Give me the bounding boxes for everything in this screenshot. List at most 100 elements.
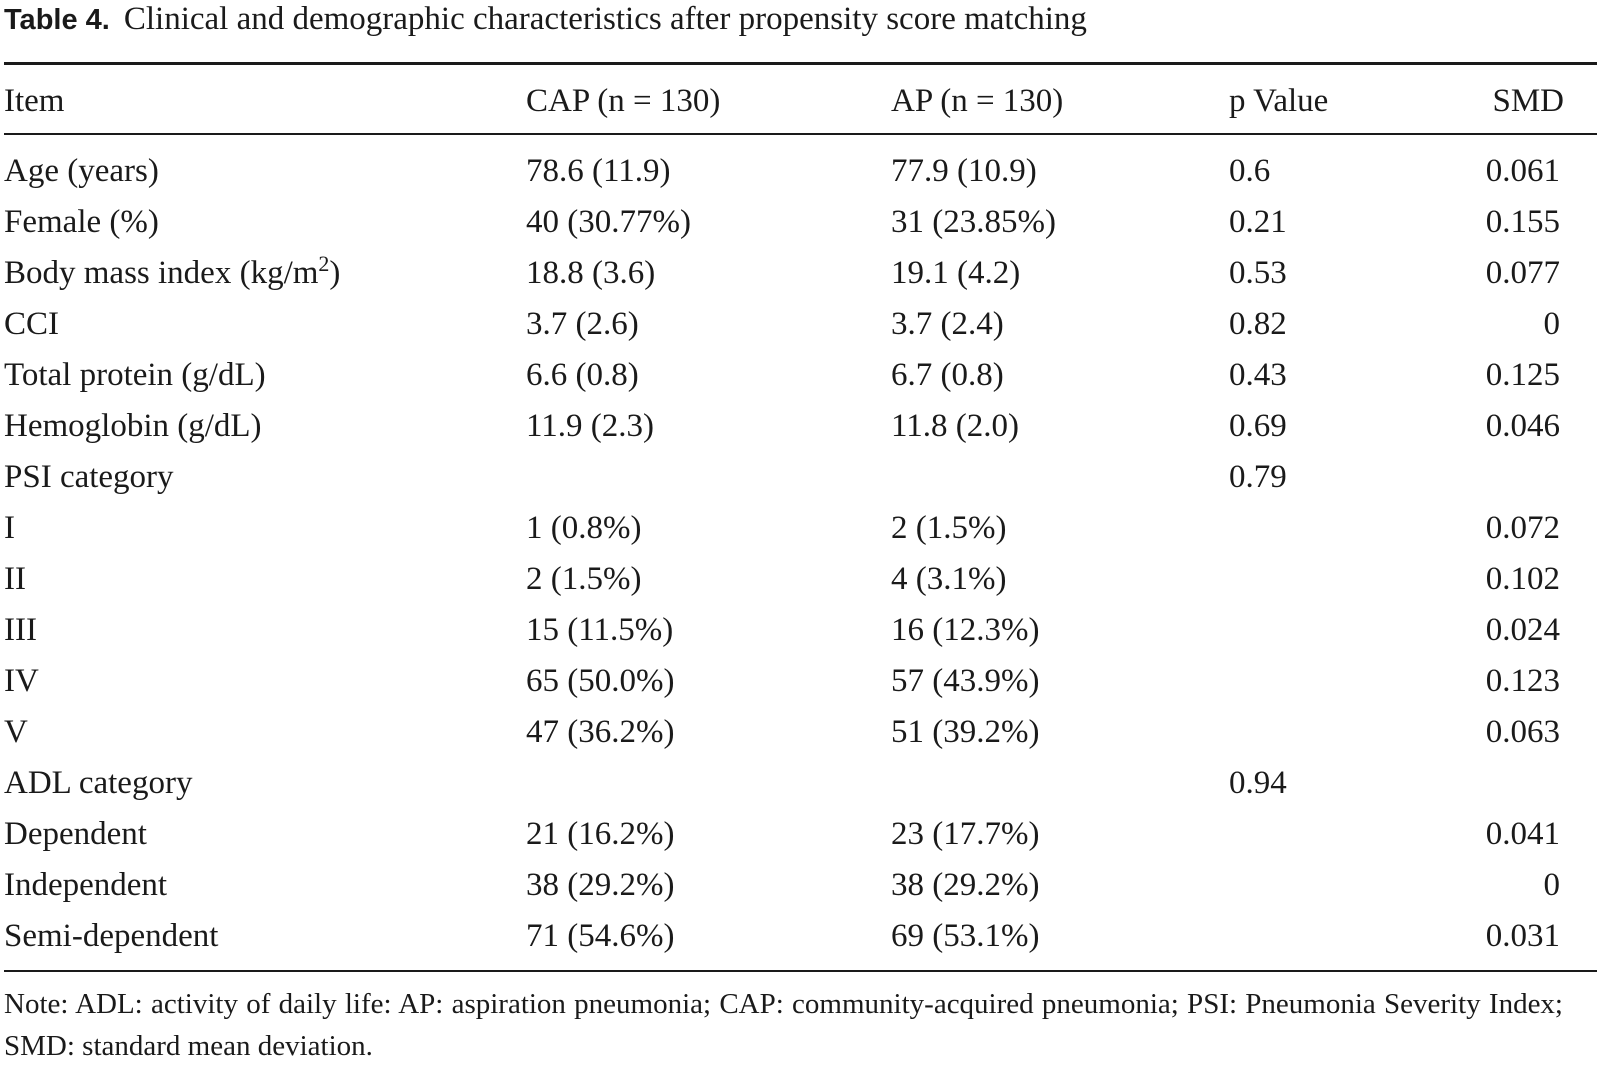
- cell-cap: 71 (54.6%): [526, 918, 675, 954]
- cell-p-value: 0.53: [1229, 255, 1287, 291]
- cell-smd: 0.046: [1485, 408, 1560, 444]
- table-row: Semi-dependent 71 (54.6%) 69 (53.1%) 0.031: [4, 911, 1597, 962]
- cell-item: Female (%): [4, 204, 159, 240]
- cell-cap: 6.6 (0.8): [526, 357, 639, 393]
- table-row: II 2 (1.5%) 4 (3.1%) 0.102: [4, 554, 1597, 605]
- cell-ap: 3.7 (2.4): [891, 306, 1004, 342]
- cell-item: III: [4, 612, 37, 648]
- cell-ap: 57 (43.9%): [891, 663, 1040, 699]
- cell-item: II: [4, 561, 26, 597]
- cell-item: Independent: [4, 867, 168, 903]
- cell-p-value: 0.79: [1229, 459, 1287, 495]
- header-item: Item: [4, 83, 65, 119]
- table-title: Clinical and demographic characteristics…: [123, 1, 1087, 37]
- cell-ap: 2 (1.5%): [891, 510, 1007, 546]
- table-header-row: Item CAP (n = 130) AP (n = 130) p Value …: [4, 70, 1597, 133]
- cell-cap: 2 (1.5%): [526, 561, 642, 597]
- cell-p-value: 0.69: [1229, 408, 1287, 444]
- table-row: Independent 38 (29.2%) 38 (29.2%) 0: [4, 860, 1597, 911]
- table-body: Age (years) 78.6 (11.9) 77.9 (10.9) 0.6 0.06…: [4, 146, 1597, 962]
- top-rule: [4, 62, 1597, 65]
- cell-p-value: 0.82: [1229, 306, 1287, 342]
- header-ap: AP (n = 130): [891, 83, 1064, 119]
- cell-cap: 3.7 (2.6): [526, 306, 639, 342]
- header-smd: SMD: [1492, 83, 1564, 119]
- table-row: Body mass index (kg/m2) 18.8 (3.6) 19.1 (4…: [4, 248, 1597, 299]
- cell-p-value: 0.94: [1229, 765, 1287, 801]
- cell-smd: 0.125: [1485, 357, 1560, 393]
- cell-smd: 0.031: [1485, 918, 1560, 954]
- cell-ap: 19.1 (4.2): [891, 255, 1021, 291]
- cell-p-value: 0.43: [1229, 357, 1287, 393]
- header-cap: CAP (n = 130): [526, 83, 721, 119]
- cell-ap: 77.9 (10.9): [891, 153, 1037, 189]
- cell-cap: 78.6 (11.9): [526, 153, 671, 189]
- cell-ap: 51 (39.2%): [891, 714, 1040, 750]
- cell-item-suffix: ): [329, 255, 341, 291]
- table-row: ADL category 0.94: [4, 758, 1597, 809]
- cell-ap: 11.8 (2.0): [891, 408, 1020, 444]
- table-row: I 1 (0.8%) 2 (1.5%) 0.072: [4, 503, 1597, 554]
- cell-item: I: [4, 510, 15, 546]
- cell-cap: 11.9 (2.3): [526, 408, 655, 444]
- cell-item: Hemoglobin (g/dL): [4, 408, 262, 444]
- cell-smd: 0: [1543, 306, 1561, 342]
- bottom-rule: [4, 970, 1597, 972]
- cell-smd: 0.061: [1485, 153, 1560, 189]
- cell-smd: 0.155: [1485, 204, 1560, 240]
- cell-smd: 0.041: [1485, 816, 1560, 852]
- cell-cap: 65 (50.0%): [526, 663, 675, 699]
- table-row: Dependent 21 (16.2%) 23 (17.7%) 0.041: [4, 809, 1597, 860]
- cell-item: CCI: [4, 306, 60, 342]
- cell-item: V: [4, 714, 28, 750]
- cell-p-value: 0.6: [1229, 153, 1271, 189]
- cell-smd: 0: [1543, 867, 1561, 903]
- cell-p-value: 0.21: [1229, 204, 1287, 240]
- cell-item: Body mass index (kg/m2): [4, 248, 340, 299]
- cell-smd: 0.063: [1485, 714, 1560, 750]
- cell-ap: 6.7 (0.8): [891, 357, 1004, 393]
- cell-item-text: Body mass index (kg/m: [4, 255, 319, 291]
- cell-smd: 0.077: [1485, 255, 1560, 291]
- cell-item: PSI category: [4, 459, 174, 495]
- cell-item: Total protein (g/dL): [4, 357, 266, 393]
- unit-superscript: 2: [318, 251, 330, 276]
- cell-ap: 4 (3.1%): [891, 561, 1007, 597]
- cell-cap: 40 (30.77%): [526, 204, 691, 240]
- table-caption: Table 4. Clinical and demographic charact…: [4, 0, 1087, 40]
- cell-item: Dependent: [4, 816, 147, 852]
- table-row: PSI category 0.79: [4, 452, 1597, 503]
- table-row: Total protein (g/dL) 6.6 (0.8) 6.7 (0.8) 0.…: [4, 350, 1597, 401]
- header-p-value: p Value: [1229, 83, 1329, 119]
- table-row: III 15 (11.5%) 16 (12.3%) 0.024: [4, 605, 1597, 656]
- header-rule: [4, 133, 1597, 135]
- cell-ap: 38 (29.2%): [891, 867, 1040, 903]
- table-footnote: Note: ADL: activity of daily life: AP: a…: [4, 988, 1563, 1062]
- table-number: Table 4.: [4, 4, 110, 36]
- cell-cap: 21 (16.2%): [526, 816, 675, 852]
- cell-smd: 0.123: [1485, 663, 1560, 699]
- cell-cap: 18.8 (3.6): [526, 255, 656, 291]
- table-row: Female (%) 40 (30.77%) 31 (23.85%) 0.21 0.15…: [4, 197, 1597, 248]
- cell-item: IV: [4, 663, 39, 699]
- cell-ap: 31 (23.85%): [891, 204, 1056, 240]
- cell-item: Semi-dependent: [4, 918, 219, 954]
- cell-ap: 16 (12.3%): [891, 612, 1040, 648]
- cell-ap: 23 (17.7%): [891, 816, 1040, 852]
- cell-smd: 0.072: [1485, 510, 1560, 546]
- table-row: CCI 3.7 (2.6) 3.7 (2.4) 0.82 0: [4, 299, 1597, 350]
- cell-ap: 69 (53.1%): [891, 918, 1040, 954]
- cell-cap: 1 (0.8%): [526, 510, 642, 546]
- cell-item: Age (years): [4, 153, 159, 189]
- table-row: Hemoglobin (g/dL) 11.9 (2.3) 11.8 (2.0) 0.6…: [4, 401, 1597, 452]
- table-row: V 47 (36.2%) 51 (39.2%) 0.063: [4, 707, 1597, 758]
- data-table: Item CAP (n = 130) AP (n = 130) p Value …: [4, 70, 1597, 954]
- cell-item: ADL category: [4, 765, 193, 801]
- cell-smd: 0.102: [1485, 561, 1560, 597]
- cell-cap: 38 (29.2%): [526, 867, 675, 903]
- table-row: IV 65 (50.0%) 57 (43.9%) 0.123: [4, 656, 1597, 707]
- table-row: Age (years) 78.6 (11.9) 77.9 (10.9) 0.6 0.06…: [4, 146, 1597, 197]
- cell-smd: 0.024: [1485, 612, 1560, 648]
- cell-cap: 47 (36.2%): [526, 714, 675, 750]
- cell-cap: 15 (11.5%): [526, 612, 674, 648]
